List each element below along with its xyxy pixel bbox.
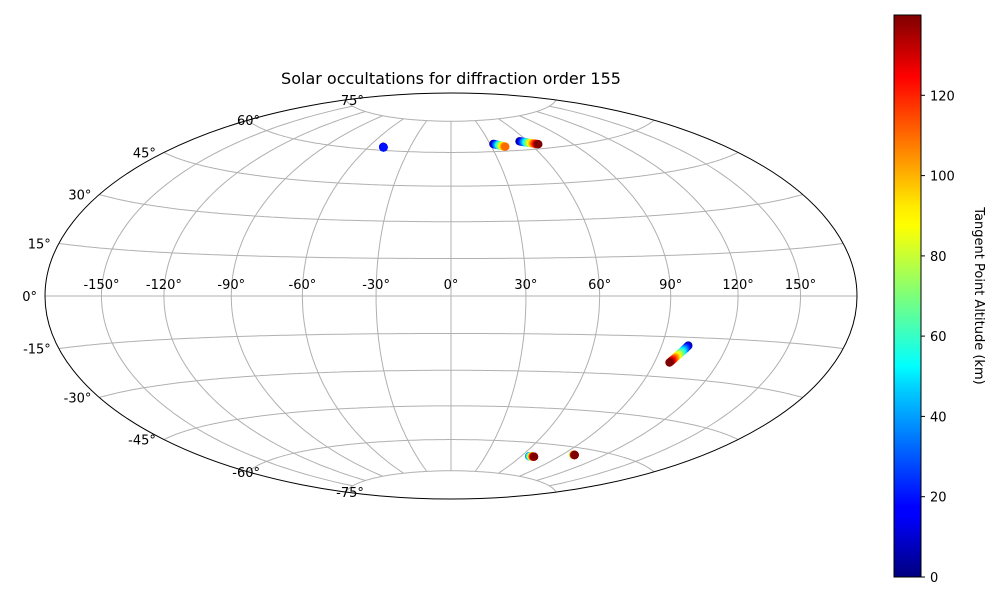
latitude-tick-label: 45° <box>133 147 156 162</box>
longitude-tick-label: 30° <box>514 278 537 293</box>
occultation-point <box>501 142 510 151</box>
colorbar-ticks: 0 20 40 60 80 100 120 <box>921 89 955 586</box>
parallel-line <box>99 194 803 223</box>
latitude-tick-label: 15° <box>28 238 51 253</box>
parallel-line <box>163 152 739 187</box>
longitude-tick-label: -30° <box>362 278 390 293</box>
longitude-tick-label: -120° <box>146 278 182 293</box>
occultation-point <box>529 452 539 461</box>
latitude-tick-label: 30° <box>68 189 91 204</box>
occultation-point <box>665 358 674 367</box>
colorbar-tick-label: 80 <box>930 250 947 265</box>
parallel-line <box>247 439 655 473</box>
longitude-tick-label: -60° <box>289 278 317 293</box>
map-boundary <box>44 92 858 500</box>
longitude-tick-label: 150° <box>785 278 816 293</box>
occultation-point <box>379 143 388 152</box>
colorbar-tick-label: 40 <box>930 410 947 425</box>
map-area: -150° -120° -90° -60° -30° 0° 30° 60° 90° 120° 150… <box>22 92 858 501</box>
graticule <box>45 99 857 493</box>
chart-title: Solar occultations for diffraction order… <box>281 69 621 88</box>
colorbar-tick-label: 0 <box>930 571 938 586</box>
parallel-line <box>247 119 655 153</box>
parallel-line <box>345 99 557 122</box>
latitude-tick-label: -45° <box>128 434 156 449</box>
latitude-tick-label: 60° <box>237 114 260 129</box>
longitude-tick-label: 60° <box>588 278 611 293</box>
occultation-points <box>379 137 693 461</box>
latitude-tick-label: -30° <box>64 392 92 407</box>
colorbar-tick-label: 60 <box>930 330 947 345</box>
longitude-tick-labels: -150° -120° -90° -60° -30° 0° 30° 60° 90° 120° 150… <box>83 278 816 293</box>
longitude-tick-label: 0° <box>444 278 459 293</box>
colorbar-tick-label: 20 <box>930 491 947 506</box>
colorbar-tick-label: 100 <box>930 170 955 185</box>
longitude-tick-label: 90° <box>659 278 682 293</box>
parallel-line <box>163 405 739 440</box>
latitude-tick-labels: -75° -60° -45° -30° -15° 0° 15° 30° 45° 60° 75° <box>22 94 364 501</box>
parallel-line <box>345 470 557 493</box>
longitude-tick-label: -150° <box>83 278 119 293</box>
parallel-line <box>99 369 803 398</box>
longitude-tick-label: -90° <box>217 278 245 293</box>
colorbar-tick-label: 120 <box>930 89 955 104</box>
longitude-tick-label: 120° <box>722 278 753 293</box>
latitude-tick-label: 0° <box>22 290 37 305</box>
parallel-line <box>58 243 844 259</box>
occultation-point <box>534 140 543 149</box>
parallel-line <box>58 333 844 349</box>
latitude-tick-label: 75° <box>341 94 364 109</box>
latitude-tick-label: -15° <box>23 343 51 358</box>
latitude-tick-label: -60° <box>232 466 260 481</box>
latitude-tick-label: -75° <box>336 486 364 501</box>
occultation-point <box>570 450 579 460</box>
colorbar-label: Tangent Point Altitude (km) <box>971 206 986 384</box>
colorbar-gradient <box>893 14 922 578</box>
colorbar: 0 20 40 60 80 100 120 Tangent Point Altitude (… <box>893 14 986 586</box>
